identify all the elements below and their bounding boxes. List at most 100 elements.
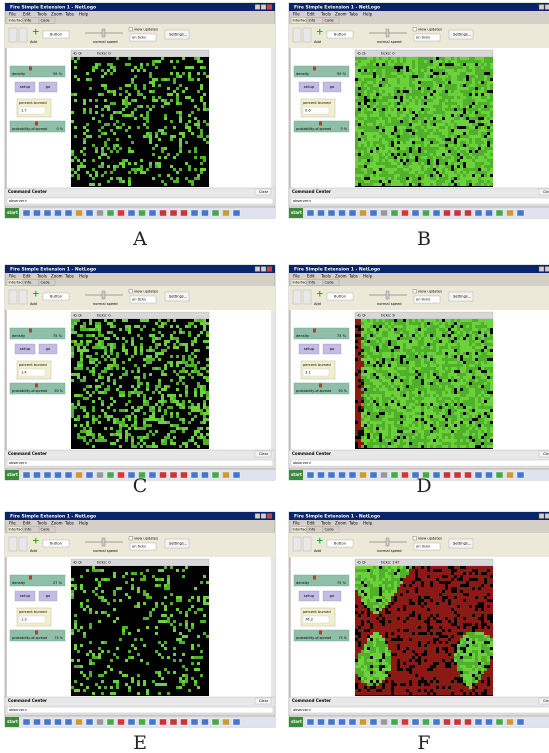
menu-item[interactable]: Tools [36, 274, 47, 279]
taskbar-icon[interactable] [381, 210, 388, 216]
update-select-text[interactable]: on ticks [416, 298, 430, 302]
taskbar-icon[interactable] [191, 472, 198, 478]
menu-item[interactable]: Edit [307, 274, 315, 279]
widget-select-text[interactable]: Button [334, 33, 346, 37]
taskbar-icon[interactable] [97, 472, 104, 478]
taskbar-icon[interactable] [139, 210, 146, 216]
taskbar-icon[interactable] [34, 210, 41, 216]
menu-item[interactable]: Tools [320, 12, 331, 17]
taskbar-icon[interactable] [360, 210, 367, 216]
taskbar-icon[interactable] [212, 472, 219, 478]
taskbar-icon[interactable] [97, 210, 104, 216]
go-label[interactable]: go [46, 346, 51, 351]
setup-label[interactable]: setup [20, 346, 31, 351]
taskbar-icon[interactable] [454, 210, 461, 216]
taskbar-icon[interactable] [318, 210, 325, 216]
setup-label[interactable]: setup [20, 84, 31, 89]
taskbar-icon[interactable] [149, 472, 156, 478]
taskbar-icon[interactable] [170, 472, 177, 478]
taskbar-icon[interactable] [233, 472, 240, 478]
taskbar-icon[interactable] [160, 472, 167, 478]
tab-label[interactable]: Info [309, 281, 316, 285]
taskbar-icon[interactable] [412, 210, 419, 216]
menu-item[interactable]: Help [79, 274, 89, 279]
taskbar-icon[interactable] [55, 210, 62, 216]
checkbox[interactable] [413, 28, 417, 32]
go-label[interactable]: go [46, 84, 51, 89]
tab-label[interactable]: Code [41, 19, 51, 23]
widget-select-text[interactable]: Button [334, 295, 346, 299]
taskbar-icon[interactable] [181, 472, 188, 478]
menu-item[interactable]: File [9, 12, 16, 17]
taskbar-icon[interactable] [76, 472, 83, 478]
taskbar-icon[interactable] [370, 210, 377, 216]
clear-label[interactable]: Clear [543, 190, 549, 194]
menu-item[interactable]: Help [363, 12, 373, 17]
tool-button[interactable] [9, 28, 17, 42]
menu-item[interactable]: Tabs [348, 274, 358, 279]
add-label[interactable]: Add [30, 302, 37, 306]
settings-label[interactable]: Settings... [453, 295, 471, 299]
taskbar-icon[interactable] [170, 210, 177, 216]
taskbar-icon[interactable] [34, 472, 41, 478]
taskbar-icon[interactable] [517, 210, 524, 216]
taskbar-icon[interactable] [65, 210, 72, 216]
go-label[interactable]: go [330, 84, 335, 89]
speed-thumb[interactable] [386, 291, 389, 299]
tool-button[interactable] [303, 28, 311, 42]
settings-label[interactable]: Settings... [169, 33, 187, 37]
taskbar-icon[interactable] [23, 472, 30, 478]
add-label[interactable]: Add [30, 40, 37, 44]
taskbar-icon[interactable] [349, 210, 356, 216]
tab-label[interactable]: Interface [293, 19, 310, 23]
start-label[interactable]: start [7, 472, 18, 477]
update-select-text[interactable]: on ticks [416, 36, 430, 40]
menu-item[interactable]: Zoom [51, 12, 63, 17]
menu-item[interactable]: Edit [23, 12, 31, 17]
taskbar-icon[interactable] [507, 210, 514, 216]
window-control[interactable] [255, 5, 260, 10]
setup-label[interactable]: setup [304, 346, 315, 351]
checkbox[interactable] [129, 290, 133, 294]
menu-item[interactable]: Zoom [335, 274, 347, 279]
taskbar-icon[interactable] [307, 210, 314, 216]
menu-item[interactable]: Tabs [64, 274, 74, 279]
command-input[interactable] [7, 198, 273, 204]
start-label[interactable]: start [291, 210, 302, 215]
taskbar-icon[interactable] [465, 210, 472, 216]
taskbar-icon[interactable] [86, 472, 93, 478]
taskbar-icon[interactable] [391, 210, 398, 216]
tab-label[interactable]: Code [325, 281, 335, 285]
tab-label[interactable]: Info [309, 19, 316, 23]
settings-label[interactable]: Settings... [169, 295, 187, 299]
update-select-text[interactable]: on ticks [132, 36, 146, 40]
tool-button[interactable] [19, 290, 27, 304]
window-control[interactable] [539, 267, 544, 272]
menu-item[interactable]: Edit [23, 274, 31, 279]
clear-label[interactable]: Clear [259, 452, 269, 456]
taskbar-icon[interactable] [55, 472, 62, 478]
taskbar-icon[interactable] [328, 210, 335, 216]
speed-thumb[interactable] [102, 291, 105, 299]
tab-label[interactable]: Code [325, 19, 335, 23]
tab-label[interactable]: Info [25, 19, 32, 23]
taskbar-icon[interactable] [128, 210, 135, 216]
taskbar-icon[interactable] [402, 210, 409, 216]
menu-item[interactable]: File [293, 274, 300, 279]
taskbar-icon[interactable] [23, 210, 30, 216]
menu-item[interactable]: File [9, 274, 16, 279]
window-control[interactable] [539, 5, 544, 10]
taskbar-icon[interactable] [486, 210, 493, 216]
widget-select-text[interactable]: Button [50, 295, 62, 299]
taskbar-icon[interactable] [191, 210, 198, 216]
checkbox[interactable] [413, 290, 417, 294]
taskbar-icon[interactable] [433, 210, 440, 216]
tab-label[interactable]: Info [25, 281, 32, 285]
menu-item[interactable]: Zoom [51, 274, 63, 279]
taskbar-icon[interactable] [423, 210, 430, 216]
taskbar-icon[interactable] [233, 210, 240, 216]
window-control[interactable] [261, 267, 266, 272]
taskbar-icon[interactable] [202, 472, 209, 478]
menu-item[interactable]: Edit [307, 12, 315, 17]
tool-button[interactable] [19, 28, 27, 42]
